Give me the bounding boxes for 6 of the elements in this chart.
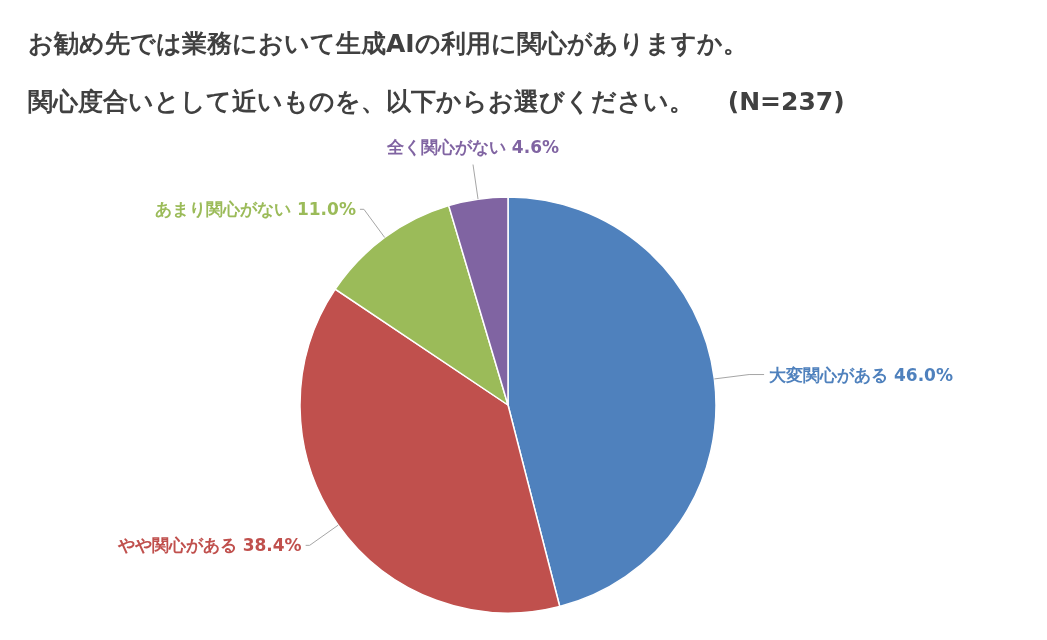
slice-label: 大変関心がある 46.0% [769,364,953,385]
chart-subtitle: 関心度合いとして近いものを、以下からお選びください。 (N=237) [28,87,845,116]
slice-label: 全く関心がない 4.6% [385,136,560,157]
slice-label: やや関心がある 38.4% [116,535,302,556]
slice-label: あまり関心がない 11.0% [155,199,356,220]
chart-title: お勧め先では業務において生成AIの利用に関心がありますか。 [28,29,748,58]
